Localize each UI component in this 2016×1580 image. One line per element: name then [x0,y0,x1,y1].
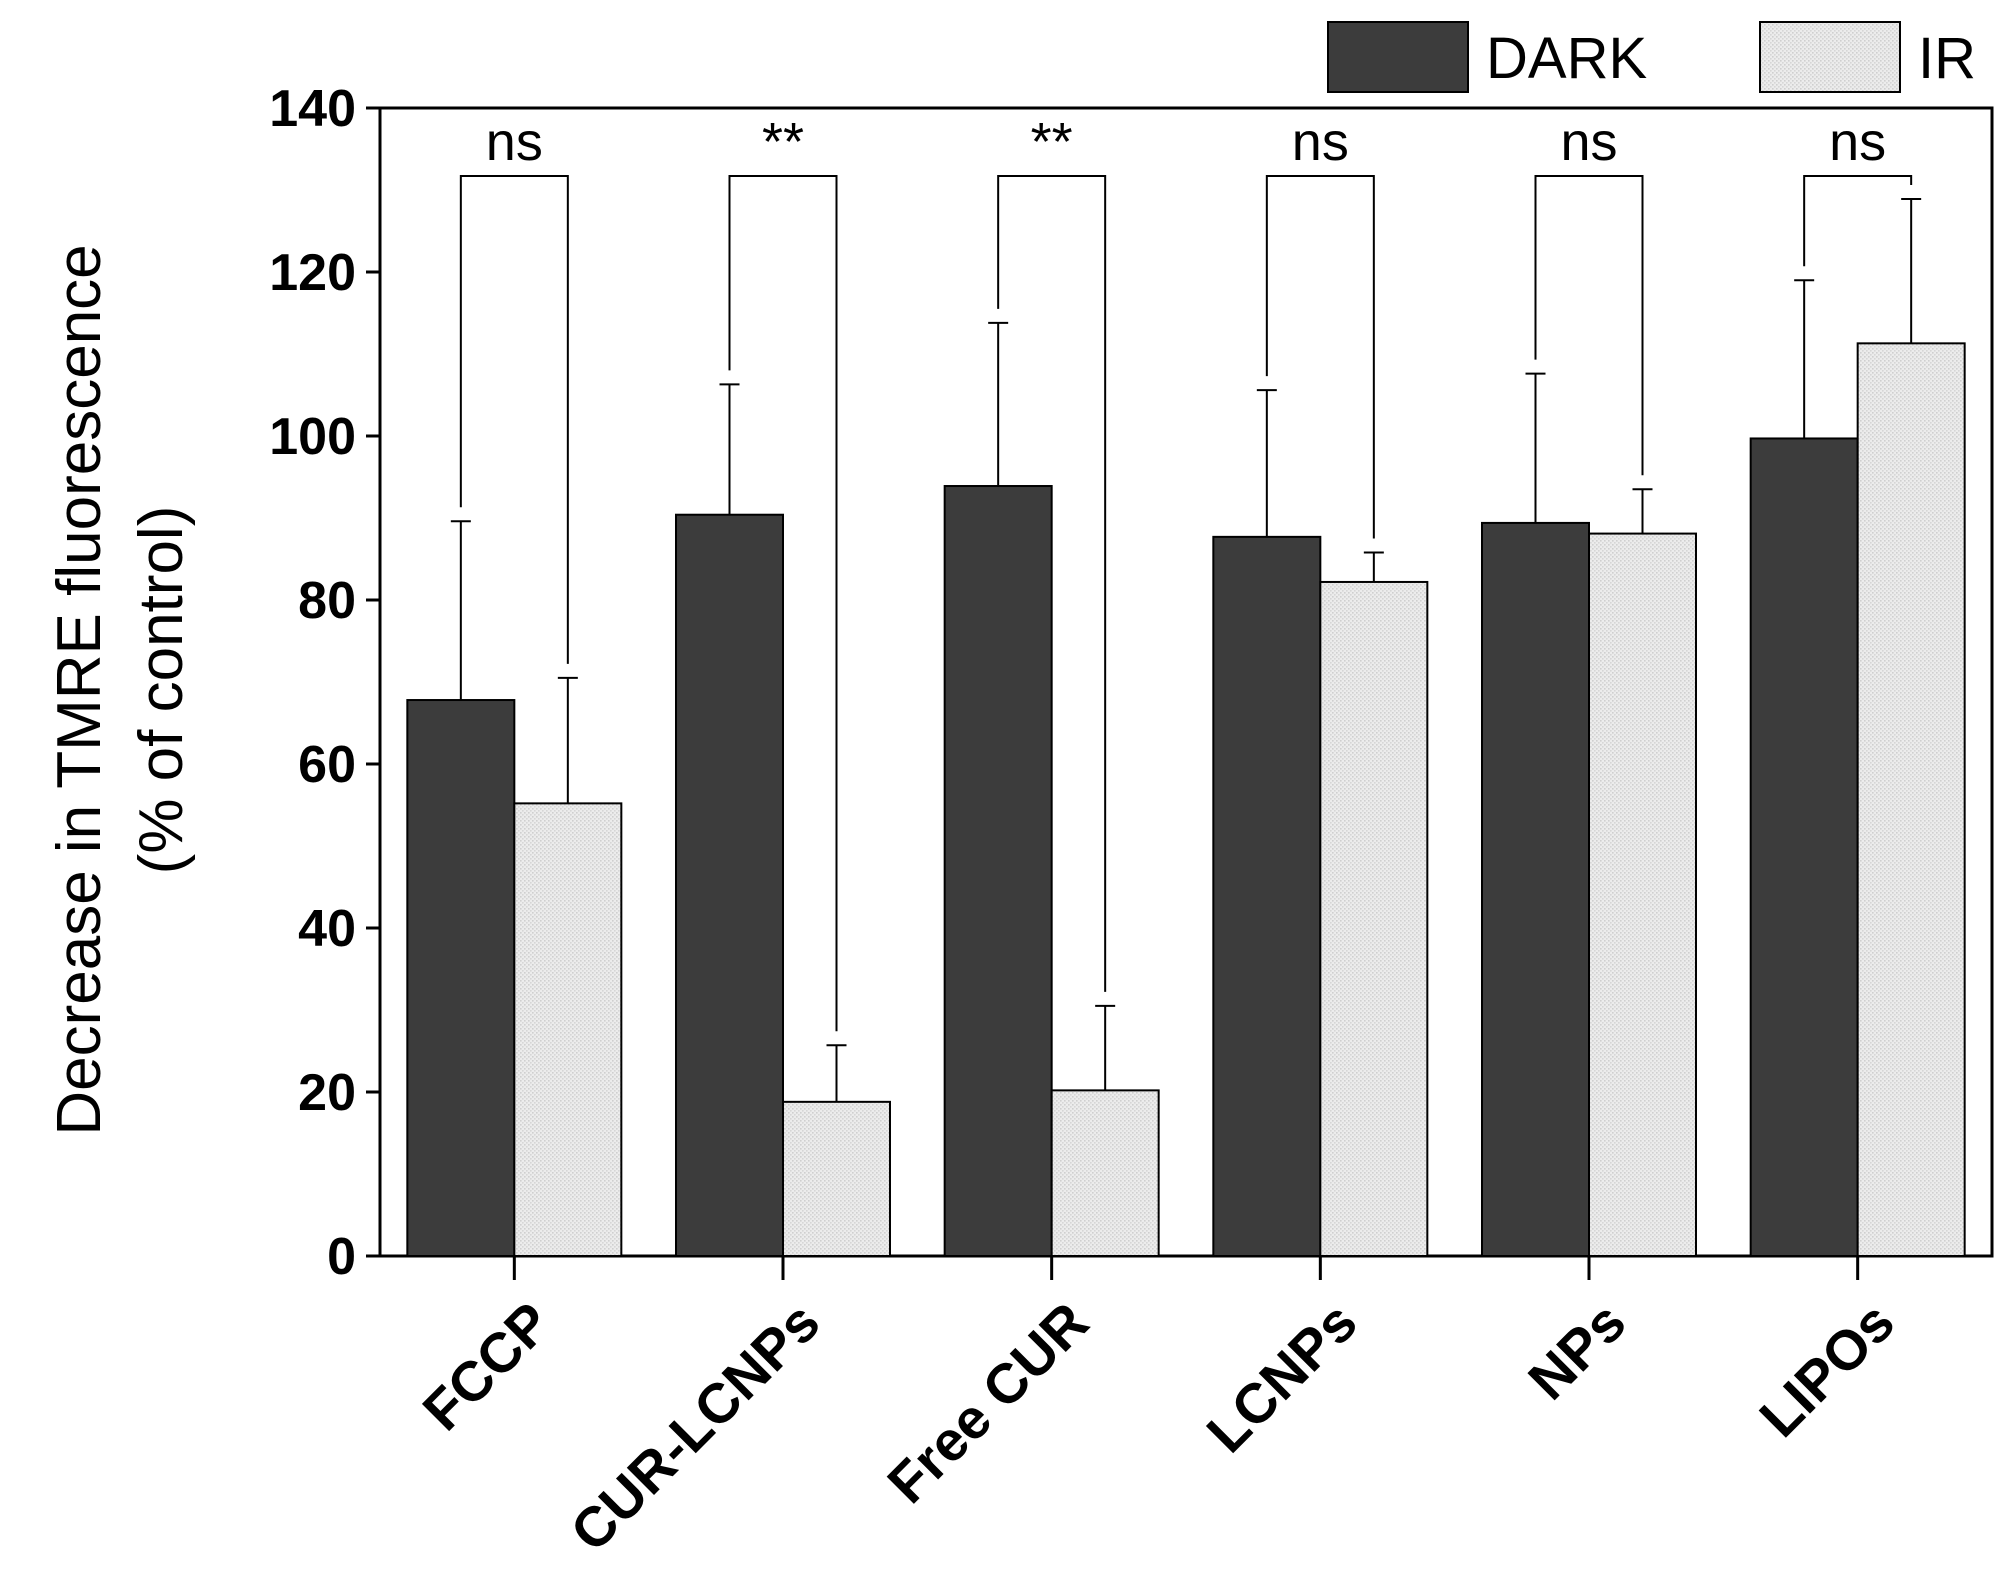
bar-ir [513,802,623,1257]
legend: DARK IR [1327,21,1976,93]
significance-label: ns [1829,112,1886,172]
y-tick-label: 40 [298,900,356,958]
significance-bracket [459,175,569,664]
legend-label-dark: DARK [1486,26,1647,91]
y-axis-title-line2: (% of control) [127,506,196,875]
y-axis-title: Decrease in TMRE fluorescence (% of cont… [45,244,196,1135]
significance-label: ns [1560,112,1617,172]
significance-label: ** [1031,112,1073,172]
y-tick-label: 0 [327,1228,356,1286]
bar-dark [1481,521,1590,1257]
bar-ir [1856,342,1966,1257]
significance-bracket [728,175,838,1032]
bar-dark [406,699,516,1257]
legend-label-ir: IR [1918,26,1976,91]
legend-swatch-dark [1327,21,1469,93]
x-tick-label: LCNPs [1194,1290,1368,1464]
significance-bracket [1265,175,1375,539]
y-tick-label: 60 [298,736,356,794]
y-tick-label: 80 [298,572,356,630]
bar-ir [1588,532,1697,1257]
legend-swatch-ir [1759,21,1901,93]
significance-bracket [1534,175,1644,476]
bar-ir [1319,580,1429,1257]
bar-ir [782,1100,891,1257]
y-axis-title-line1: Decrease in TMRE fluorescence [45,244,114,1135]
significance-bracket [1803,175,1913,267]
y-tick-label: 100 [269,408,356,466]
bar-dark [943,485,1053,1257]
bar-dark [675,513,784,1257]
bar-dark [1212,535,1322,1257]
y-tick-label: 20 [298,1064,356,1122]
bar-dark [1749,437,1859,1257]
plot-area: 0 20 40 60 80 100 120 140 ns FCCP ** CUR-LCNPs ** Fre… [269,80,1994,1563]
y-tick-label: 120 [269,244,356,302]
significance-bracket [997,175,1107,992]
significance-label: ** [762,112,804,172]
x-tick-label: CUR-LCNPs [558,1290,831,1563]
x-tick-label: FCCP [410,1290,562,1442]
bar-ir [1050,1089,1160,1257]
significance-label: ns [486,112,543,172]
significance-label: ns [1292,112,1349,172]
plot-frame [378,106,1994,1258]
x-tick-label: LIPOs [1747,1290,1906,1449]
y-tick-label: 140 [269,80,356,138]
x-tick-label: NPs [1516,1290,1638,1412]
x-tick-label: Free CUR [875,1290,1100,1515]
